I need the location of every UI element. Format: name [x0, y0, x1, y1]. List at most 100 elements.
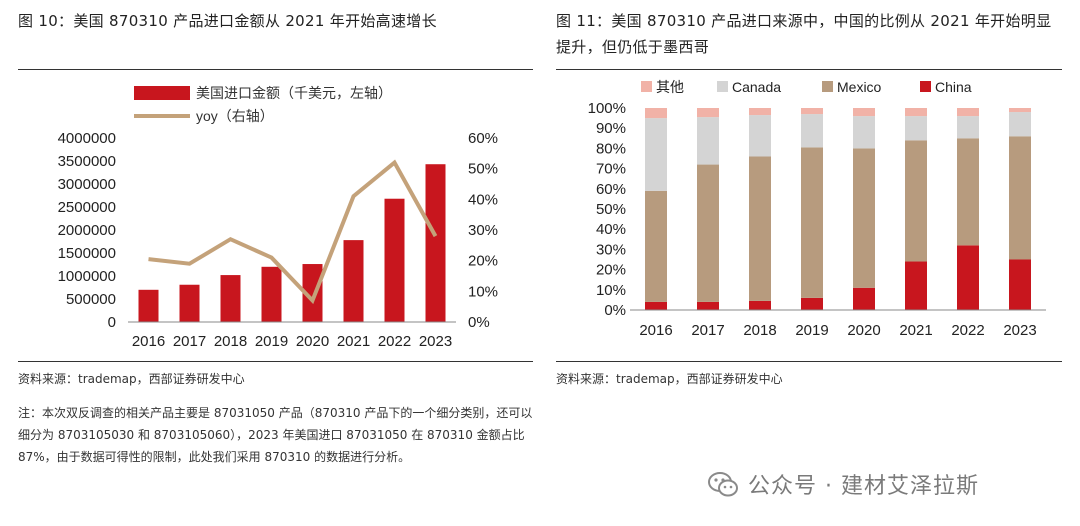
x-tick-label: 2020: [847, 322, 880, 339]
x-tick-label: 2022: [951, 322, 984, 339]
stack-segment-mexico: [749, 156, 771, 301]
left-figure-title: 图 10：美国 870310 产品进口金额从 2021 年开始高速增长: [18, 12, 437, 30]
stack-segment-mexico: [905, 140, 927, 262]
y-left-tick-label: 1000000: [58, 268, 116, 285]
right-figure-title: 图 11：美国 870310 产品进口来源中，中国的比例从 2021 年开始明显…: [556, 12, 1052, 56]
stack-segment-canada: [957, 116, 979, 139]
stack-segment-other: [1009, 108, 1031, 113]
x-tick-label: 2017: [173, 333, 206, 350]
y-left-tick-label: 2500000: [58, 199, 116, 216]
legend-label-other: 其他: [656, 79, 684, 95]
y-left-tick-label: 500000: [66, 291, 116, 308]
y-left-tick-label: 4000000: [58, 130, 116, 147]
wechat-icon: [708, 472, 738, 497]
stack-segment-china: [801, 297, 823, 310]
stack-segment-china: [697, 301, 719, 310]
y-tick-label: 90%: [596, 120, 626, 137]
y-tick-label: 60%: [596, 181, 626, 198]
stack-segment-canada: [697, 117, 719, 165]
legend-label-china: China: [935, 79, 972, 95]
stack-segment-canada: [853, 116, 875, 149]
x-tick-label: 2018: [743, 322, 776, 339]
x-tick-label: 2018: [214, 333, 247, 350]
bar-import-value: [261, 266, 282, 322]
right-bottom-rule: [556, 361, 1062, 362]
y-right-tick-label: 30%: [468, 222, 498, 239]
stack-segment-canada: [1009, 112, 1031, 137]
stack-segment-other: [749, 108, 771, 116]
bar-import-value: [384, 198, 405, 322]
watermark-text: 公众号 · 建材艾泽拉斯: [748, 474, 979, 499]
legend-label-line: yoy（右轴）: [196, 108, 274, 124]
left-chart: 美国进口金额（千美元，左轴） yoy（右轴） 0 500000 1000000 15000…: [58, 85, 498, 350]
y-left-tick-label: 2000000: [58, 222, 116, 239]
bar-import-value: [343, 240, 364, 322]
bar-import-value: [302, 264, 323, 322]
stack-segment-canada: [905, 116, 927, 141]
stack-segment-mexico: [801, 147, 823, 298]
x-tick-label: 2022: [378, 333, 411, 350]
x-tick-label: 2019: [795, 322, 828, 339]
y-tick-label: 70%: [596, 161, 626, 178]
stack-segment-mexico: [853, 148, 875, 288]
left-bottom-rule: [18, 361, 533, 362]
right-chart: 其他 Canada Mexico China 0% 10% 20% 30% 40% 50% 60% 7…: [588, 79, 1046, 339]
stack-segment-china: [749, 300, 771, 310]
y-right-tick-label: 60%: [468, 130, 498, 147]
y-tick-label: 50%: [596, 201, 626, 218]
y-tick-label: 40%: [596, 221, 626, 238]
stack-segment-canada: [645, 118, 667, 191]
left-source: 资料来源：trademap，西部证券研发中心: [18, 372, 245, 386]
legend-swatch-bar: [134, 86, 190, 100]
x-tick-label: 2021: [337, 333, 370, 350]
y-right-tick-label: 50%: [468, 161, 498, 178]
x-tick-label: 2023: [1003, 322, 1036, 339]
x-tick-label: 2021: [899, 322, 932, 339]
y-right-tick-label: 0%: [468, 314, 490, 331]
y-tick-label: 100%: [588, 100, 626, 117]
x-tick-label: 2023: [419, 333, 452, 350]
legend-label-bar: 美国进口金额（千美元，左轴）: [196, 85, 392, 101]
stack-segment-canada: [801, 114, 823, 148]
stack-segment-mexico: [697, 164, 719, 302]
stack-segment-other: [957, 108, 979, 117]
yoy-line: [148, 159, 438, 305]
stack-segment-other: [905, 108, 927, 117]
y-right-tick-label: 20%: [468, 253, 498, 270]
y-right-tick-label: 40%: [468, 191, 498, 208]
y-right-tick-label: 10%: [468, 283, 498, 300]
x-tick-label: 2020: [296, 333, 329, 350]
bar-import-value: [425, 164, 446, 322]
bar-import-value: [138, 289, 159, 322]
y-tick-label: 0%: [604, 302, 626, 319]
bar-import-value: [179, 284, 200, 322]
y-left-tick-label: 3000000: [58, 176, 116, 193]
legend-swatch-mexico: [822, 81, 833, 92]
right-source: 资料来源：trademap，西部证券研发中心: [556, 372, 783, 386]
x-tick-label: 2017: [691, 322, 724, 339]
y-tick-label: 10%: [596, 282, 626, 299]
legend-swatch-canada: [717, 81, 728, 92]
left-note: 注：本次双反调查的相关产品主要是 87031050 产品（870310 产品下的…: [18, 406, 533, 464]
stack-segment-china: [905, 261, 927, 310]
stack-segment-mexico: [957, 138, 979, 246]
legend-swatch-other: [641, 81, 652, 92]
stack-segment-china: [1009, 259, 1031, 310]
stack-segment-canada: [749, 115, 771, 157]
x-tick-label: 2016: [132, 333, 165, 350]
stack-segment-other: [697, 108, 719, 118]
stack-segment-other: [853, 108, 875, 117]
x-tick-label: 2016: [639, 322, 672, 339]
bar-import-value: [220, 275, 241, 322]
stack-segment-china: [853, 287, 875, 310]
stack-segment-mexico: [645, 190, 667, 302]
left-top-rule: [18, 69, 533, 70]
y-tick-label: 30%: [596, 241, 626, 258]
y-left-tick-label: 1500000: [58, 245, 116, 262]
stack-segment-other: [801, 108, 823, 115]
y-left-tick-label: 3500000: [58, 153, 116, 170]
stack-segment-china: [957, 245, 979, 310]
y-tick-label: 80%: [596, 140, 626, 157]
y-left-tick-label: 0: [108, 314, 116, 331]
stack-segment-mexico: [1009, 136, 1031, 260]
